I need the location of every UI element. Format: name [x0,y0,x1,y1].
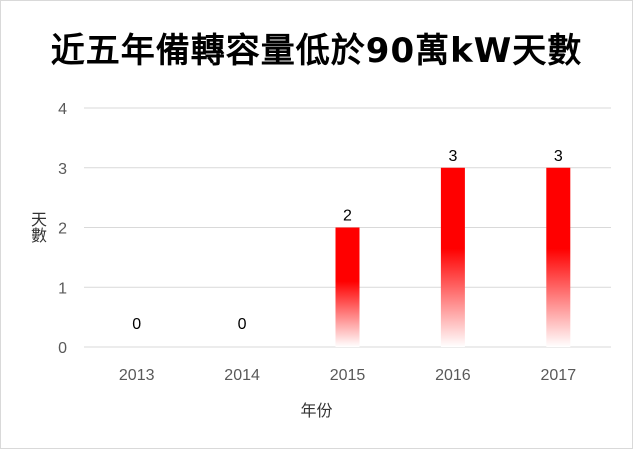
x-tick-label: 2015 [330,367,366,384]
axes: 0 1 2 3 4 2013 2014 2015 2016 2017 [58,101,611,384]
data-labels: 0 0 2 3 3 [132,148,563,333]
x-axis-label: 年份 [300,401,333,420]
data-label-2016: 3 [448,148,457,165]
x-tick-label: 2017 [541,367,577,384]
data-label-2015: 2 [343,208,352,225]
y-tick-label: 0 [58,340,67,357]
data-label-2013: 0 [132,316,141,333]
y-tick-label: 3 [58,161,67,178]
x-tick-label: 2016 [435,367,471,384]
data-label-2017: 3 [554,148,563,165]
y-tick-label: 1 [58,280,67,297]
x-tick-label: 2013 [119,367,155,384]
data-label-2014: 0 [238,316,247,333]
y-axis-label: 天數 [28,211,47,243]
bar-2015 [335,227,360,347]
bars [335,167,571,347]
x-tick-label: 2014 [224,367,260,384]
y-tick-label: 2 [58,221,67,238]
chart-title: 近五年備轉容量低於90萬kW天數 [50,31,583,71]
bar-2017 [546,167,571,347]
y-tick-label: 4 [58,101,67,118]
bar-2016 [440,167,465,347]
